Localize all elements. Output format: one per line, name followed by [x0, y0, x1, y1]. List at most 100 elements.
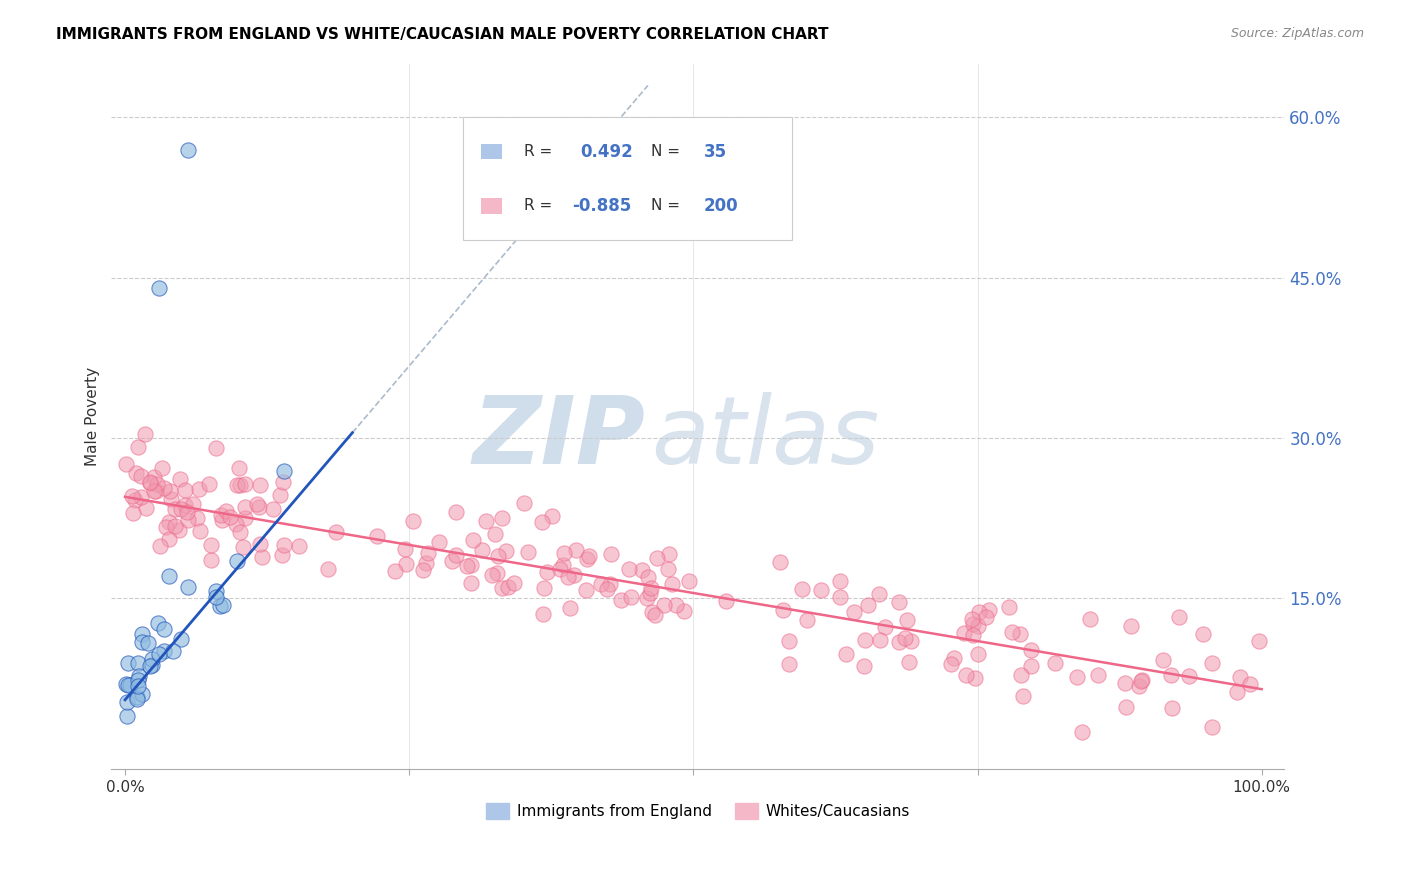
Point: [250, 549, 273, 564]
Point: [247, 500, 270, 514]
Point: [952, 626, 974, 640]
Y-axis label: Male Poverty: Male Poverty: [86, 368, 100, 467]
Point: [125, 466, 148, 480]
Point: [395, 558, 418, 572]
Point: [960, 612, 983, 626]
Point: [226, 554, 249, 568]
Point: [416, 546, 439, 560]
Point: [842, 605, 865, 619]
Point: [150, 461, 173, 475]
Point: [828, 574, 851, 588]
Point: [481, 567, 503, 582]
Point: [778, 657, 800, 671]
Point: [1178, 669, 1201, 683]
Point: [941, 657, 963, 671]
Point: [127, 656, 149, 670]
Point: [636, 591, 658, 605]
Point: [1130, 673, 1153, 688]
Point: [316, 562, 339, 576]
Point: [124, 493, 146, 508]
Point: [769, 555, 792, 569]
Point: [159, 491, 181, 506]
Point: [897, 655, 920, 669]
Point: [163, 502, 186, 516]
Point: [513, 496, 536, 510]
Point: [271, 548, 294, 562]
Point: [188, 482, 211, 496]
Point: [271, 475, 294, 490]
Text: N =: N =: [651, 198, 681, 213]
Point: [619, 562, 641, 576]
Text: 0.492: 0.492: [581, 143, 633, 161]
Point: [165, 519, 187, 533]
Point: [553, 546, 575, 560]
Point: [117, 678, 139, 692]
Point: [810, 583, 832, 598]
Point: [225, 517, 247, 532]
Point: [138, 476, 160, 491]
Point: [942, 651, 965, 665]
Point: [640, 581, 662, 595]
Point: [610, 592, 633, 607]
Point: [233, 477, 256, 491]
Point: [486, 566, 509, 581]
Point: [162, 643, 184, 657]
Point: [209, 508, 232, 523]
Point: [153, 644, 176, 658]
Point: [233, 500, 256, 514]
Point: [205, 583, 228, 598]
Point: [139, 659, 162, 673]
Point: [665, 599, 688, 613]
Point: [541, 508, 564, 523]
Point: [1226, 685, 1249, 699]
Point: [966, 619, 988, 633]
Point: [657, 562, 679, 576]
Point: [174, 483, 197, 497]
Point: [1168, 609, 1191, 624]
Point: [1192, 627, 1215, 641]
Point: [167, 523, 190, 537]
Point: [868, 587, 890, 601]
Point: [640, 605, 662, 619]
Point: [1087, 667, 1109, 681]
Point: [177, 513, 200, 527]
Point: [967, 647, 990, 661]
Point: [139, 475, 162, 489]
Point: [415, 556, 437, 570]
Point: [205, 441, 228, 455]
Point: [1160, 700, 1182, 714]
Point: [596, 582, 619, 596]
Point: [1130, 673, 1153, 687]
Point: [565, 542, 588, 557]
Point: [1043, 657, 1066, 671]
Point: [446, 549, 468, 563]
Point: [962, 616, 984, 631]
Point: [444, 505, 467, 519]
Point: [471, 543, 494, 558]
Point: [125, 692, 148, 706]
Text: IMMIGRANTS FROM ENGLAND VS WHITE/CAUCASIAN MALE POVERTY CORRELATION CHART: IMMIGRANTS FROM ENGLAND VS WHITE/CAUCASI…: [56, 27, 828, 42]
Point: [117, 709, 139, 723]
Point: [200, 553, 222, 567]
Text: atlas: atlas: [651, 392, 879, 483]
Point: [631, 563, 654, 577]
FancyBboxPatch shape: [481, 198, 502, 213]
Point: [229, 477, 252, 491]
Point: [1012, 689, 1035, 703]
Point: [176, 580, 198, 594]
Point: [157, 532, 180, 546]
Point: [128, 669, 150, 683]
Point: [873, 619, 896, 633]
Point: [536, 566, 558, 580]
Point: [652, 598, 675, 612]
FancyBboxPatch shape: [481, 144, 502, 160]
Point: [796, 613, 818, 627]
Point: [212, 598, 235, 612]
Text: R =: R =: [524, 198, 553, 213]
Legend: Immigrants from England, Whites/Caucasians: Immigrants from England, Whites/Caucasia…: [479, 797, 915, 825]
Point: [249, 537, 271, 551]
Point: [460, 576, 482, 591]
Text: Source: ZipAtlas.com: Source: ZipAtlas.com: [1230, 27, 1364, 40]
Point: [127, 441, 149, 455]
Point: [790, 582, 813, 596]
